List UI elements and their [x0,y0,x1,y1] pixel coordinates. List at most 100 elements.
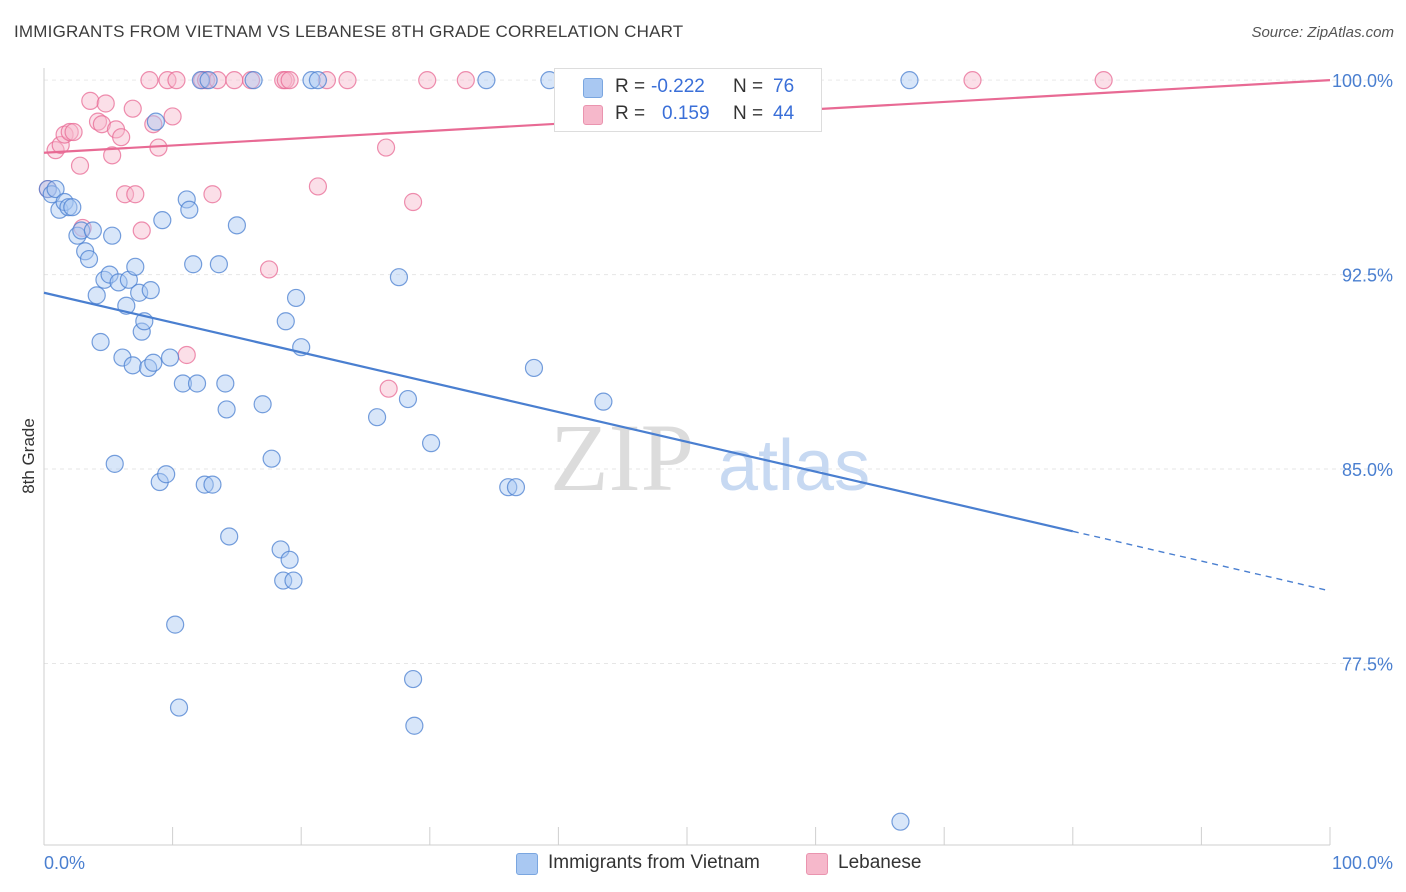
vietnam-point [220,527,239,546]
vietnam-point [157,465,176,484]
legend-n-label: N = [733,103,764,124]
lebanese-point [276,71,295,90]
vietnam-point [262,449,281,468]
lebanese-point [308,177,328,196]
vietnam-point [284,571,303,590]
y-tick-label-3: 100.0% [1332,71,1393,91]
vietnam-point [405,716,424,735]
vietnam-point [308,71,328,90]
lebanese-point [177,345,196,365]
vietnam-point [166,615,185,634]
lebanese-point [144,115,163,134]
vietnam-point [499,478,518,497]
lebanese-point [1094,71,1113,90]
lebanese-point [379,379,398,398]
lebanese-point [163,107,182,126]
vietnam-trend-line [43,291,1074,533]
vietnam-point [403,669,423,689]
lebanese-point [403,192,423,212]
vietnam-point [506,478,526,497]
vietnam-trend-line-extension [1072,530,1331,592]
vietnam-point [216,374,235,393]
y-tick-label-0: 77.5% [1342,655,1393,675]
lebanese-point [225,71,244,90]
vietnam-point [187,374,207,393]
vietnam-point [389,268,409,287]
vietnam-point [217,400,236,419]
vietnam-point [46,179,65,199]
vietnam-point [184,255,203,274]
series-vietnam [38,71,919,831]
lebanese-point [81,91,100,110]
watermark-zip: ZIP [550,404,694,511]
legend-r-value: -0.222 [651,76,705,97]
bottom-legend-swatch-vietnam [516,853,538,875]
legend-row-vietnam: R = -0.222 N = 76 [555,74,821,102]
vietnam-point [169,698,189,717]
series-lebanese [38,71,1113,398]
vietnam-point [280,550,299,569]
bottom-legend-swatch-lebanese [806,853,828,875]
stats-legend: R = -0.222 N = 76 R = 0.159 N = 44 [554,68,822,132]
vietnam-point [139,358,158,378]
lebanese-point [126,185,145,204]
vietnam-point [177,190,196,209]
vietnam-point [141,281,160,300]
trend-lines [43,79,1331,592]
vietnam-point [191,71,210,90]
vietnam-point [63,198,82,217]
vietnam-point [203,475,222,494]
legend-r-label: R = [615,103,646,124]
legend-n-label: N = [733,76,764,97]
lebanese-point [338,71,357,90]
legend-row-lebanese: R = 0.159 N = 44 [555,101,821,129]
legend-swatch-vietnam [583,78,603,98]
x-tick-label-min: 0.0% [44,853,85,873]
gridlines [44,79,1394,665]
vietnam-point [95,270,114,289]
vietnam-point [276,312,295,331]
bottom-legend-label-vietnam: Immigrants from Vietnam [548,852,760,873]
vietnam-point [271,540,290,559]
vietnam-point [253,395,272,414]
lebanese-point [96,94,115,113]
vietnam-point [900,71,919,90]
legend-r-value: 0.159 [662,103,710,124]
bottom-legend-label-lebanese: Lebanese [838,852,922,873]
lebanese-point [60,122,79,142]
legend-n-value: 76 [773,76,795,97]
lebanese-point [203,185,222,204]
vietnam-point [123,356,142,375]
vietnam-point [274,571,293,590]
source-label: Source: ZipAtlas.com [1251,24,1394,41]
vietnam-point [146,112,165,131]
x-tick-label-max: 100.0% [1332,853,1393,873]
lebanese-point [46,141,65,160]
watermark: ZIP atlas [550,404,870,511]
vietnam-point [199,71,218,90]
vietnam-point [421,434,441,453]
vietnam-point [180,200,199,219]
vietnam-point [524,358,544,378]
vietnam-point [132,322,151,341]
vietnam-point [126,257,145,276]
vietnam-point [153,211,172,230]
lebanese-point [167,71,186,90]
lebanese-point [132,221,151,240]
vietnam-point [144,353,163,372]
vietnam-point [173,374,192,393]
vietnam-point [83,221,102,240]
vietnam-point [130,283,149,302]
vietnam-point [209,255,228,274]
lebanese-point [112,128,131,147]
vietnam-point [160,348,180,367]
vietnam-point [79,249,99,269]
lebanese-point [115,185,135,204]
lebanese-point [963,71,982,90]
vietnam-point [286,288,306,308]
lebanese-point [92,115,111,134]
vietnam-point [891,812,910,831]
vietnam-point [109,273,128,292]
lebanese-point [280,71,299,90]
chart-title: IMMIGRANTS FROM VIETNAM VS LEBANESE 8TH … [14,22,684,41]
